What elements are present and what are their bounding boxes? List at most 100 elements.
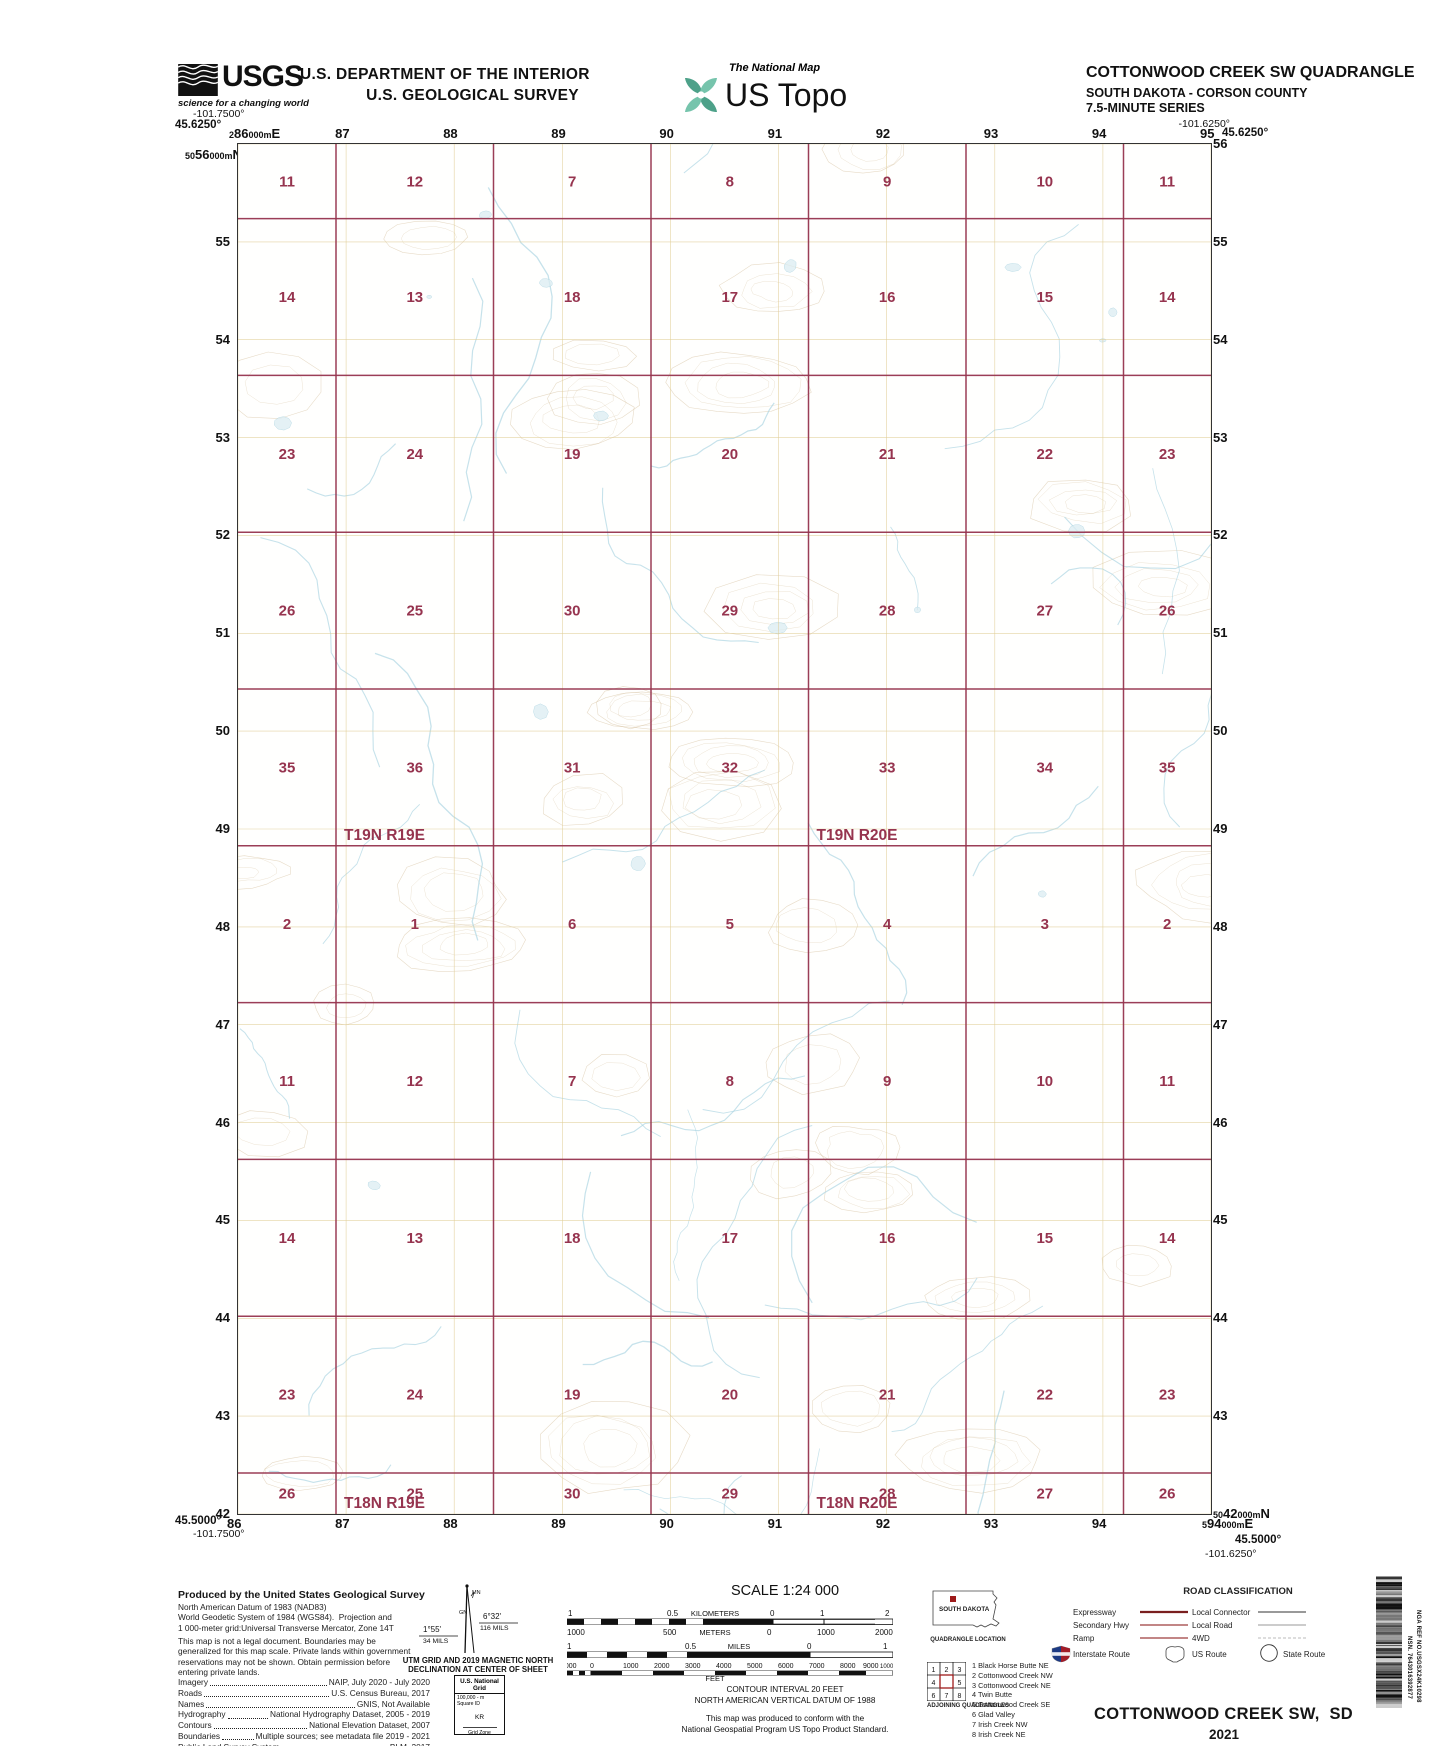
svg-text:1: 1 [883, 1642, 888, 1651]
svg-text:1000: 1000 [567, 1628, 585, 1637]
svg-text:13: 13 [406, 1230, 423, 1247]
svg-text:7000: 7000 [809, 1663, 825, 1670]
svg-text:26: 26 [1159, 1486, 1176, 1503]
svg-text:22: 22 [1036, 446, 1053, 463]
svg-text:21: 21 [879, 1387, 896, 1404]
svg-text:1: 1 [411, 916, 419, 933]
svg-text:7: 7 [945, 1693, 949, 1700]
svg-text:11: 11 [279, 1073, 295, 1090]
svg-text:20: 20 [721, 1387, 738, 1404]
svg-text:5: 5 [958, 1680, 962, 1687]
svg-text:METERS: METERS [699, 1628, 730, 1637]
svg-text:15: 15 [1036, 1230, 1053, 1247]
svg-text:9: 9 [883, 1073, 891, 1090]
svg-text:11: 11 [279, 173, 295, 190]
svg-text:23: 23 [279, 1387, 296, 1404]
svg-text:0: 0 [807, 1642, 812, 1651]
svg-text:10: 10 [1036, 173, 1053, 190]
svg-text:2: 2 [885, 1609, 890, 1618]
svg-text:11: 11 [1159, 1073, 1175, 1090]
svg-text:16: 16 [879, 289, 896, 306]
svg-text:8: 8 [726, 1073, 734, 1090]
svg-text:MN: MN [472, 1590, 481, 1596]
svg-text:24: 24 [406, 1387, 423, 1404]
svg-text:16: 16 [879, 1230, 896, 1247]
svg-text:4: 4 [932, 1680, 936, 1687]
svg-text:7: 7 [568, 173, 576, 190]
svg-text:29: 29 [721, 1486, 738, 1503]
svg-text:8: 8 [726, 173, 734, 190]
svg-text:10000: 10000 [880, 1664, 893, 1670]
svg-text:17: 17 [721, 289, 738, 306]
svg-text:8000: 8000 [840, 1663, 856, 1670]
svg-text:14: 14 [279, 1230, 296, 1247]
svg-text:3000: 3000 [685, 1663, 701, 1670]
svg-text:0: 0 [590, 1663, 594, 1670]
svg-text:26: 26 [279, 1486, 296, 1503]
svg-text:6: 6 [932, 1693, 936, 1700]
svg-text:14: 14 [279, 289, 296, 306]
svg-text:1000: 1000 [567, 1663, 577, 1670]
svg-text:1: 1 [820, 1609, 825, 1618]
svg-text:T18N R19E: T18N R19E [344, 1495, 425, 1512]
svg-text:14: 14 [1159, 1230, 1176, 1247]
svg-text:MILES: MILES [728, 1642, 751, 1651]
svg-text:0.5: 0.5 [685, 1642, 697, 1651]
svg-text:26: 26 [279, 603, 296, 620]
svg-text:1: 1 [932, 1667, 936, 1674]
svg-text:19: 19 [564, 446, 581, 463]
svg-text:0.5: 0.5 [667, 1609, 679, 1618]
svg-text:23: 23 [1159, 446, 1176, 463]
svg-text:6: 6 [568, 916, 576, 933]
svg-text:1000: 1000 [817, 1628, 835, 1637]
svg-text:0: 0 [767, 1628, 772, 1637]
svg-text:14: 14 [1159, 289, 1176, 306]
svg-text:8: 8 [958, 1693, 962, 1700]
svg-text:20: 20 [721, 446, 738, 463]
svg-text:11: 11 [1159, 173, 1175, 190]
svg-text:4000: 4000 [716, 1663, 732, 1670]
svg-text:27: 27 [1036, 603, 1053, 620]
svg-text:6000: 6000 [778, 1663, 794, 1670]
svg-text:13: 13 [406, 289, 423, 306]
svg-text:12: 12 [406, 173, 423, 190]
svg-text:2000: 2000 [654, 1663, 670, 1670]
svg-text:1: 1 [568, 1609, 573, 1618]
svg-text:9: 9 [883, 173, 891, 190]
svg-text:27: 27 [1036, 1486, 1053, 1503]
svg-text:1°55': 1°55' [423, 1625, 442, 1634]
svg-text:17: 17 [721, 1230, 738, 1247]
svg-text:28: 28 [879, 603, 896, 620]
svg-text:23: 23 [1159, 1387, 1176, 1404]
svg-text:18: 18 [564, 289, 581, 306]
svg-text:2: 2 [283, 916, 291, 933]
svg-text:5: 5 [726, 916, 734, 933]
svg-text:9000: 9000 [863, 1663, 879, 1670]
svg-text:31: 31 [564, 759, 581, 776]
svg-text:36: 36 [406, 759, 423, 776]
svg-text:26: 26 [1159, 603, 1176, 620]
svg-text:6°32': 6°32' [483, 1612, 502, 1621]
svg-text:2: 2 [1163, 916, 1171, 933]
svg-text:30: 30 [564, 603, 581, 620]
svg-text:0: 0 [770, 1609, 775, 1618]
svg-text:GN: GN [459, 1610, 467, 1616]
svg-text:2000: 2000 [875, 1628, 893, 1637]
svg-text:2: 2 [945, 1667, 949, 1674]
svg-text:500: 500 [663, 1628, 677, 1637]
svg-text:35: 35 [279, 759, 296, 776]
svg-text:7: 7 [568, 1073, 576, 1090]
svg-text:25: 25 [406, 603, 423, 620]
svg-text:T18N R20E: T18N R20E [817, 1495, 898, 1512]
svg-text:24: 24 [406, 446, 423, 463]
svg-text:KILOMETERS: KILOMETERS [691, 1609, 739, 1618]
svg-text:30: 30 [564, 1486, 581, 1503]
svg-text:T19N R20E: T19N R20E [817, 827, 898, 844]
svg-text:33: 33 [879, 759, 896, 776]
svg-text:29: 29 [721, 603, 738, 620]
svg-text:22: 22 [1036, 1387, 1053, 1404]
svg-text:10: 10 [1036, 1073, 1053, 1090]
svg-text:35: 35 [1159, 759, 1176, 776]
svg-text:34: 34 [1036, 759, 1053, 776]
svg-text:116 MILS: 116 MILS [480, 1625, 509, 1632]
